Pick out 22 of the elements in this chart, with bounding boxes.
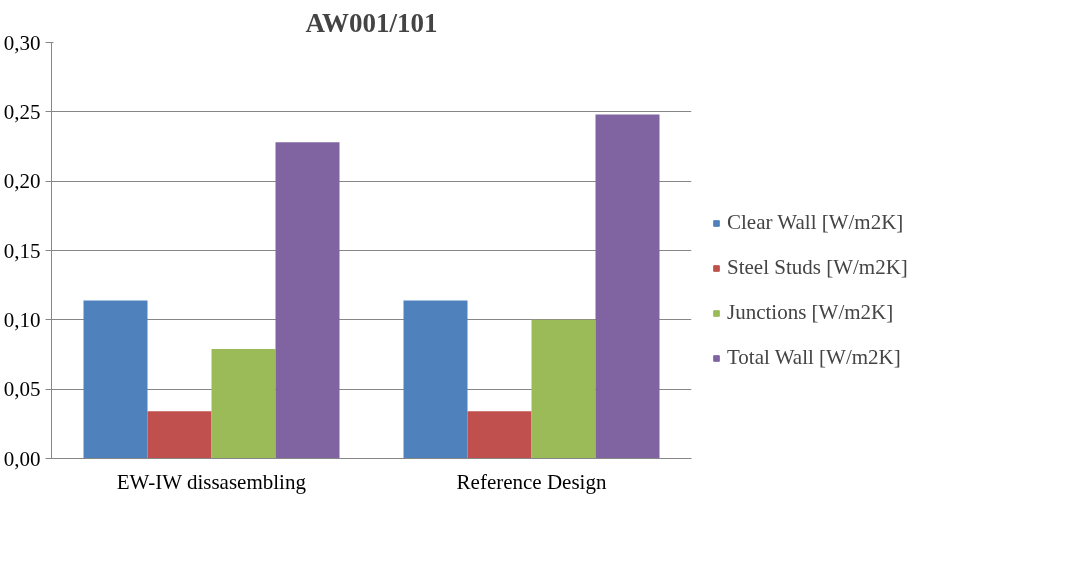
- bar: [531, 319, 596, 459]
- legend-label: Total Wall [W/m2K]: [727, 345, 901, 370]
- x-tick-label: Reference Design: [456, 469, 607, 494]
- y-tick-label: 0,30: [3, 30, 41, 55]
- y-tick-label: 0,05: [3, 377, 41, 402]
- bar: [211, 348, 276, 459]
- bar: [147, 411, 212, 459]
- bar: [275, 142, 340, 459]
- legend-label: Clear Wall [W/m2K]: [727, 210, 904, 235]
- bar: [83, 300, 148, 459]
- legend-label: Junctions [W/m2K]: [727, 300, 894, 325]
- y-tick-label: 0,00: [3, 446, 41, 471]
- chart-title: AW001/101: [305, 7, 438, 38]
- y-tick-label: 0,25: [3, 99, 41, 124]
- bar: [403, 300, 468, 459]
- y-tick-label: 0,10: [3, 307, 41, 332]
- bar: [467, 411, 532, 459]
- y-tick-label: 0,15: [3, 238, 41, 263]
- bar: [595, 114, 660, 459]
- legend-label: Steel Studs [W/m2K]: [727, 255, 908, 280]
- x-tick-label: EW-IW dissasembling: [116, 469, 307, 494]
- y-tick-label: 0,20: [3, 169, 41, 194]
